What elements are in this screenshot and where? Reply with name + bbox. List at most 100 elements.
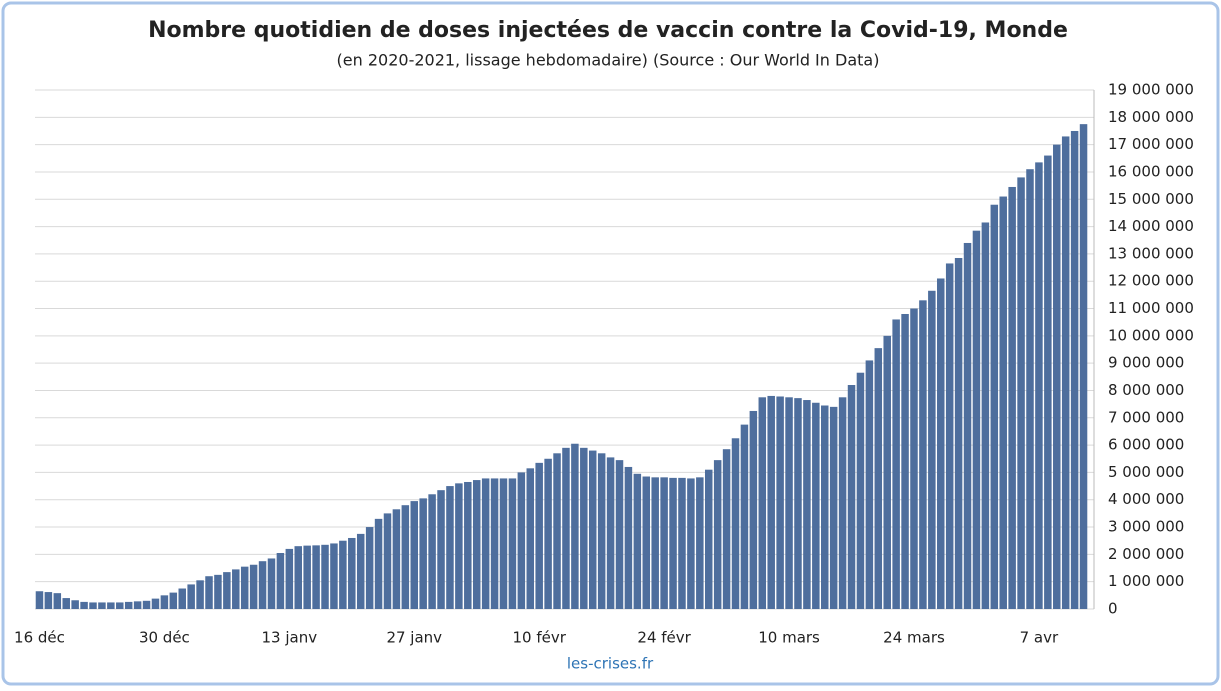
y-tick-label: 5 000 000 [1108,463,1184,481]
bar [669,477,677,609]
bar [562,447,570,609]
bar [892,319,900,609]
bar [972,230,981,609]
bar [356,533,365,609]
bar [53,593,62,609]
bar [838,397,847,609]
bar [544,458,552,609]
y-tick-label: 16 000 000 [1108,162,1194,180]
bar [803,400,811,609]
bar [740,424,749,609]
bar [642,476,651,609]
bar [187,584,195,609]
chart-subtitle: (en 2020-2021, lissage hebdomadaire) (So… [337,51,880,70]
bar [687,478,695,609]
bar [847,385,856,609]
bar [785,397,793,609]
x-tick-label: 13 janv [262,629,318,647]
bar [597,453,606,609]
bar [910,308,918,609]
y-tick-label: 17 000 000 [1108,135,1194,153]
x-tick-label: 30 déc [139,629,190,647]
bar [35,591,44,609]
bar [571,443,579,609]
bar [883,335,891,609]
x-tick-label: 27 janv [386,629,442,647]
bar [365,527,374,609]
bar [874,348,883,609]
y-tick-label: 19 000 000 [1108,81,1194,99]
bar [348,537,356,609]
y-tick-label: 7 000 000 [1108,408,1184,426]
bar [1026,169,1034,609]
bar [722,449,731,609]
bar [116,602,124,609]
bar [303,545,311,609]
bar [553,453,561,609]
y-tick-label: 18 000 000 [1108,108,1194,126]
bar [107,602,115,609]
y-tick-label: 11 000 000 [1108,299,1194,317]
bar [44,592,53,609]
bar [945,263,954,609]
bar [794,398,802,609]
bar [410,501,419,609]
bar [928,290,936,609]
bar [71,600,79,609]
bar [731,438,740,609]
bar [249,564,258,609]
bar [330,543,338,609]
bar [133,601,142,609]
bar [1061,136,1070,610]
bar [169,592,178,609]
bar [508,478,517,609]
bar [856,372,865,609]
bar [267,558,276,609]
bar [419,498,427,609]
bar [776,396,784,609]
y-tick-label: 13 000 000 [1108,244,1194,262]
bar [80,601,88,609]
bar [1053,144,1061,609]
bar [1044,155,1052,609]
y-tick-label: 14 000 000 [1108,217,1194,235]
bar [633,473,642,609]
x-tick-label: 16 déc [14,629,65,647]
bar [999,196,1007,609]
bar [455,483,463,609]
bar [696,477,704,609]
bar [954,257,963,609]
bar [428,494,436,609]
bar [490,478,499,609]
y-tick-label: 6 000 000 [1108,436,1184,454]
bar [232,569,240,609]
bar [1070,130,1079,609]
y-tick-label: 15 000 000 [1108,190,1194,208]
y-tick-label: 12 000 000 [1108,272,1194,290]
bar [499,478,508,609]
bar [606,457,615,609]
bar [339,540,347,609]
bar [160,595,169,609]
bar [812,402,820,609]
bar [312,545,320,609]
bar [767,395,775,609]
bar [651,477,659,609]
bar [713,460,722,609]
bar [1035,162,1043,609]
bar [446,486,454,609]
bar [89,602,97,609]
chart-title: Nombre quotidien de doses injectées de v… [148,18,1068,43]
bar [151,598,160,609]
bar [392,509,401,609]
bar [990,204,999,609]
bar [401,505,410,609]
bar [124,601,133,609]
bar [535,462,543,609]
bar [223,572,231,609]
y-tick-label: 10 000 000 [1108,326,1194,344]
bar [901,313,909,609]
bar [615,460,624,609]
bar [704,469,713,609]
bar [178,588,186,609]
